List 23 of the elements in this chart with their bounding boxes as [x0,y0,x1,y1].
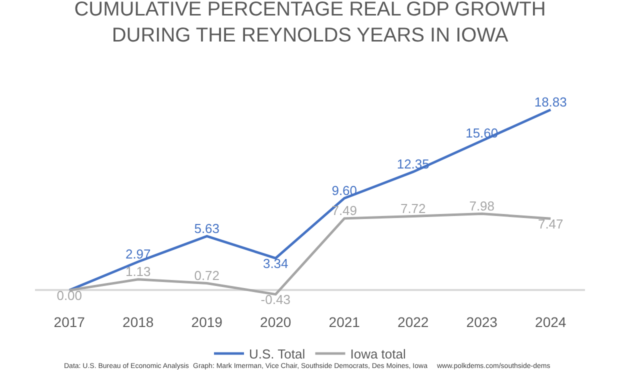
x-tick-label: 2019 [191,314,223,330]
chart-title: CUMULATIVE PERCENTAGE REAL GDP GROWTH DURING THE REYNOLDS YEARS IN IOWA [74,0,546,46]
data-label: 18.83 [534,94,567,110]
data-label: 1.13 [125,264,151,280]
x-tick-label: 2022 [398,314,429,330]
data-label: 7.98 [469,198,495,214]
x-tick-label: 2018 [122,314,154,330]
x-tick-label: 2023 [466,314,498,330]
legend-label: Iowa total [350,346,406,362]
data-label: 7.47 [538,216,564,232]
data-label: 2.97 [125,246,151,262]
data-label: 0.72 [194,268,220,284]
data-label: 3.34 [262,256,288,271]
x-tick-label: 2020 [260,314,292,330]
data-label: 7.49 [332,203,358,218]
data-label: 7.72 [400,200,426,216]
data-label: -0.43 [260,292,290,308]
x-tick-label: 2017 [54,314,86,330]
x-tick-label: 2021 [328,314,360,330]
data-label: 0.00 [56,288,82,303]
x-tick-label: 2024 [535,314,566,330]
data-label: 5.63 [194,220,220,236]
legend-label: U.S. Total [249,346,306,362]
